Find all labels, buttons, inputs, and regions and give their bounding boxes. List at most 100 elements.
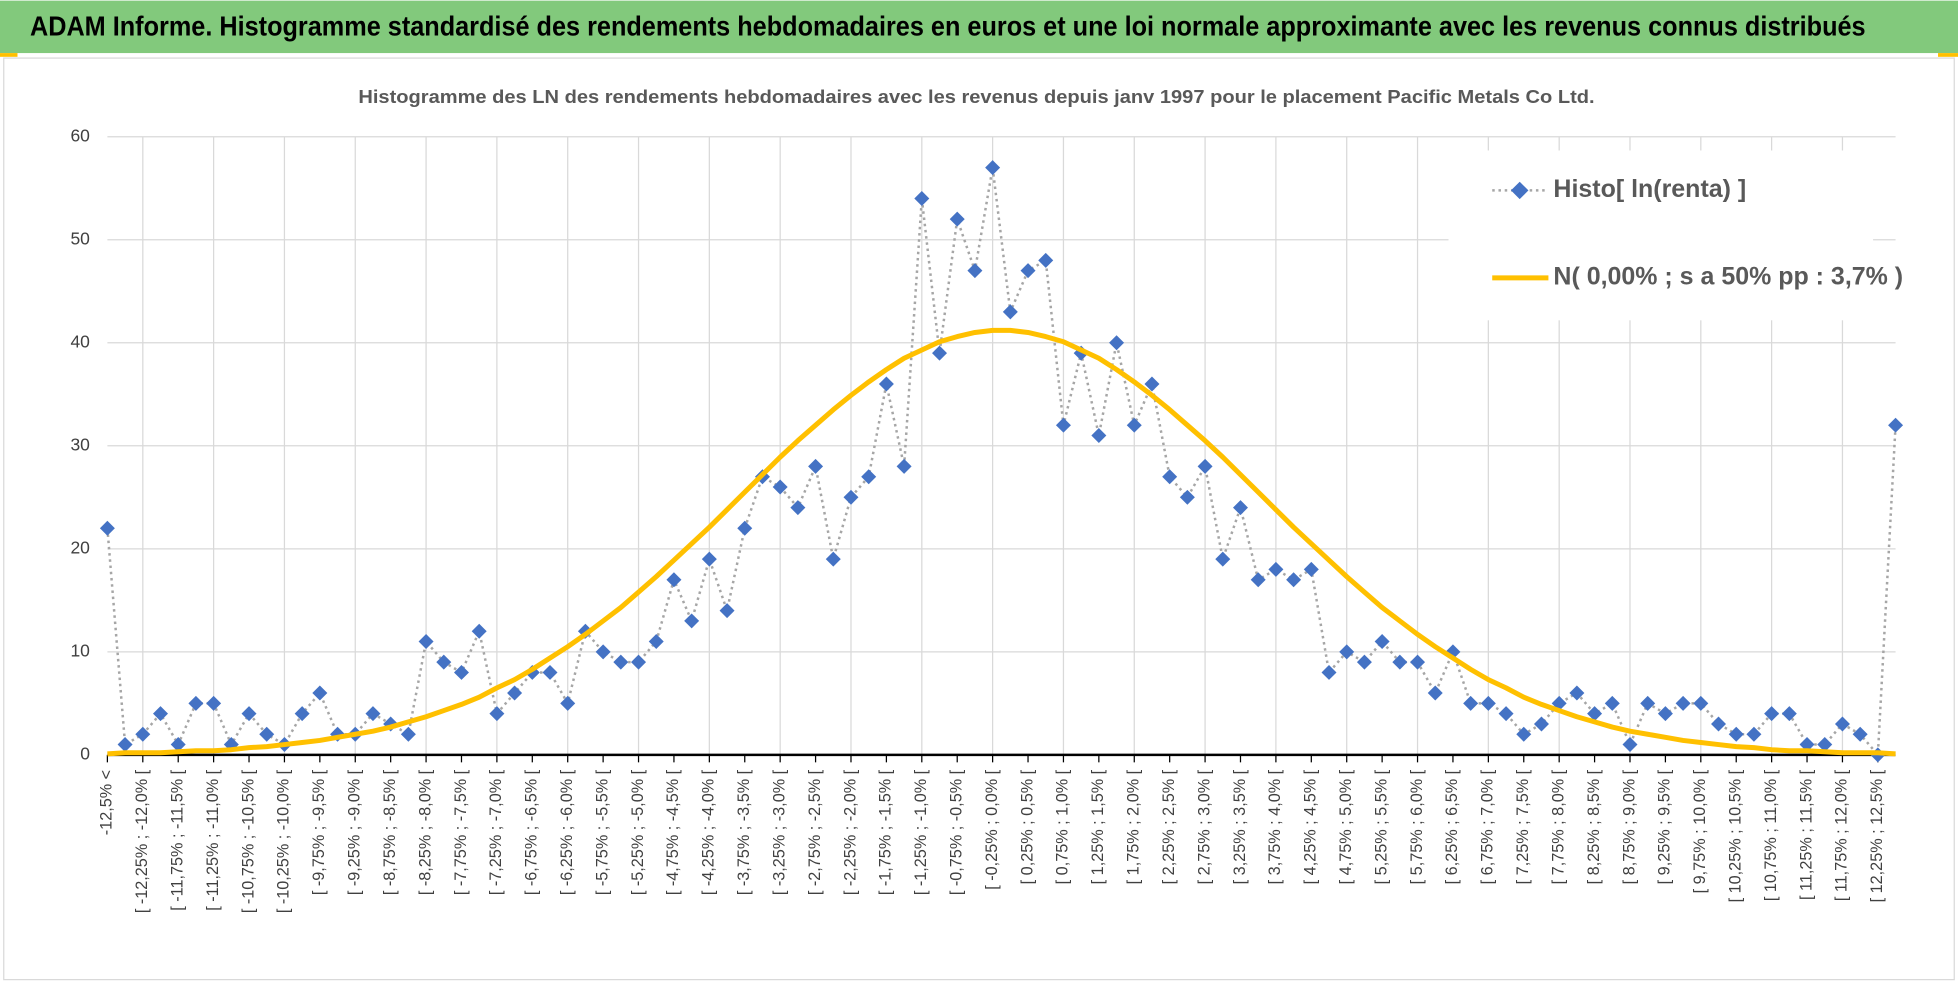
- x-tick-label: [ -7,75% ; -7,5% [: [452, 769, 470, 895]
- x-tick-label: [ -10,25% ; -10,0% [: [275, 769, 293, 913]
- x-tick-label: [ -1,25% ; -1,0% [: [912, 769, 930, 895]
- x-tick-label: [ 4,75% ; 5,0% [: [1337, 769, 1355, 884]
- data-point: [1533, 716, 1549, 732]
- x-tick-label: [ 2,75% ; 3,0% [: [1195, 769, 1213, 884]
- data-point: [489, 706, 505, 722]
- y-tick-label: 30: [70, 434, 90, 454]
- data-point: [1179, 489, 1195, 505]
- x-tick-label: [ 10,75% ; 11,0% [: [1762, 769, 1780, 901]
- y-tick-label: 20: [70, 537, 90, 557]
- y-tick-label: 10: [70, 640, 90, 660]
- x-tick-label: [ 9,25% ; 9,5% [: [1656, 769, 1674, 884]
- y-tick-label: 40: [70, 331, 90, 351]
- data-point: [418, 634, 434, 650]
- data-point: [1410, 654, 1426, 670]
- data-point: [1144, 376, 1160, 392]
- data-point: [613, 654, 629, 670]
- x-tick-label: [ -4,75% ; -4,5% [: [664, 769, 682, 895]
- x-tick-label: [ 10,25% ; 10,5% [: [1727, 769, 1745, 902]
- data-point: [1622, 737, 1638, 753]
- data-point: [1764, 706, 1780, 722]
- data-point: [1480, 695, 1496, 711]
- data-point: [1038, 252, 1054, 268]
- x-tick-label: [ 4,25% ; 4,5% [: [1302, 769, 1320, 884]
- x-tick-label: [ 11,75% ; 12,0% [: [1833, 769, 1851, 901]
- x-tick-label: [ 7,75% ; 8,0% [: [1549, 769, 1567, 884]
- x-tick-label: -12,5% <: [98, 770, 116, 835]
- x-tick-label: [ -7,25% ; -7,0% [: [487, 769, 505, 895]
- data-point: [312, 685, 328, 701]
- y-tick-label: 50: [70, 228, 90, 248]
- data-point: [932, 345, 948, 361]
- legend-label: N( 0,00% ; s a 50% pp : 3,7% ): [1553, 262, 1903, 290]
- corner: [1938, 53, 1958, 57]
- chart-frame: [3, 57, 1955, 981]
- data-point: [1675, 695, 1691, 711]
- x-tick-label: [ 8,25% ; 8,5% [: [1585, 769, 1603, 884]
- x-tick-label: [ -11,75% ; -11,5% [: [168, 769, 186, 910]
- x-tick-label: [ 2,25% ; 2,5% [: [1160, 769, 1178, 884]
- x-tick-label: [ -9,25% ; -9,0% [: [346, 769, 364, 895]
- data-point: [471, 623, 487, 639]
- x-tick-label: [ -0,75% ; -0,5% [: [947, 769, 965, 895]
- data-point: [1215, 551, 1231, 567]
- data-point: [1640, 695, 1656, 711]
- data-point: [967, 263, 983, 279]
- x-tick-label: [ -1,75% ; -1,5% [: [877, 769, 895, 895]
- legend-box: [1448, 150, 1874, 321]
- data-point: [436, 654, 452, 670]
- data-point: [188, 695, 204, 711]
- data-point: [400, 726, 416, 742]
- x-tick-label: [ -3,75% ; -3,5% [: [735, 769, 753, 895]
- data-point: [1834, 716, 1850, 732]
- data-point: [1587, 706, 1603, 722]
- data-point: [135, 726, 151, 742]
- x-tick-label: [ -10,75% ; -10,5% [: [239, 769, 257, 913]
- data-point: [949, 211, 965, 227]
- data-point: [365, 706, 381, 722]
- data-point: [1711, 716, 1727, 732]
- data-point: [1516, 726, 1532, 742]
- data-point: [453, 664, 469, 680]
- header-title: ADAM Informe. Histogramme standardisé de…: [30, 10, 1866, 41]
- data-point: [1463, 695, 1479, 711]
- series-line: [107, 327, 1896, 757]
- x-tick-label: [ -0,25% ; 0,0% [: [983, 769, 1001, 889]
- data-point: [896, 458, 912, 474]
- data-point: [1162, 469, 1178, 485]
- data-point: [843, 489, 859, 505]
- data-point: [1604, 695, 1620, 711]
- x-tick-label: [ 1,25% ; 1,5% [: [1089, 769, 1107, 884]
- legend-label: Histo[ ln(renta) ]: [1553, 175, 1746, 203]
- x-tick-label: [ -2,25% ; -2,0% [: [841, 769, 859, 895]
- y-tick-label: 0: [80, 743, 90, 763]
- x-tick-label: [ 12,25% ; 12,5% [: [1868, 769, 1886, 902]
- data-point: [1728, 726, 1744, 742]
- x-tick-label: [ -9,75% ; -9,5% [: [310, 769, 328, 895]
- header-bar: [0, 0, 1958, 54]
- data-point: [507, 685, 523, 701]
- data-point: [1888, 417, 1904, 433]
- x-tick-label: [ -2,75% ; -2,5% [: [806, 769, 824, 895]
- data-point: [1321, 664, 1337, 680]
- data-point: [985, 160, 1001, 176]
- data-point: [1268, 561, 1284, 577]
- x-tick-label: [ 8,75% ; 9,0% [: [1620, 769, 1638, 884]
- data-point: [1126, 417, 1142, 433]
- x-tick-label: [ -3,25% ; -3,0% [: [770, 769, 788, 895]
- data-point: [1569, 685, 1585, 701]
- data-point: [1693, 695, 1709, 711]
- x-tick-label: [ 0,75% ; 1,0% [: [1054, 769, 1072, 884]
- data-point: [560, 695, 576, 711]
- x-tick-label: [ -4,25% ; -4,0% [: [700, 769, 718, 895]
- data-point: [153, 706, 168, 722]
- data-point: [1498, 706, 1514, 722]
- x-tick-label: [ -5,25% ; -5,0% [: [629, 769, 647, 895]
- data-point: [772, 479, 788, 495]
- x-tick-label: [ -11,25% ; -11,0% [: [204, 769, 222, 910]
- data-point: [1427, 685, 1443, 701]
- x-tick-label: [ 6,25% ; 6,5% [: [1443, 769, 1461, 884]
- data-point: [1852, 726, 1868, 742]
